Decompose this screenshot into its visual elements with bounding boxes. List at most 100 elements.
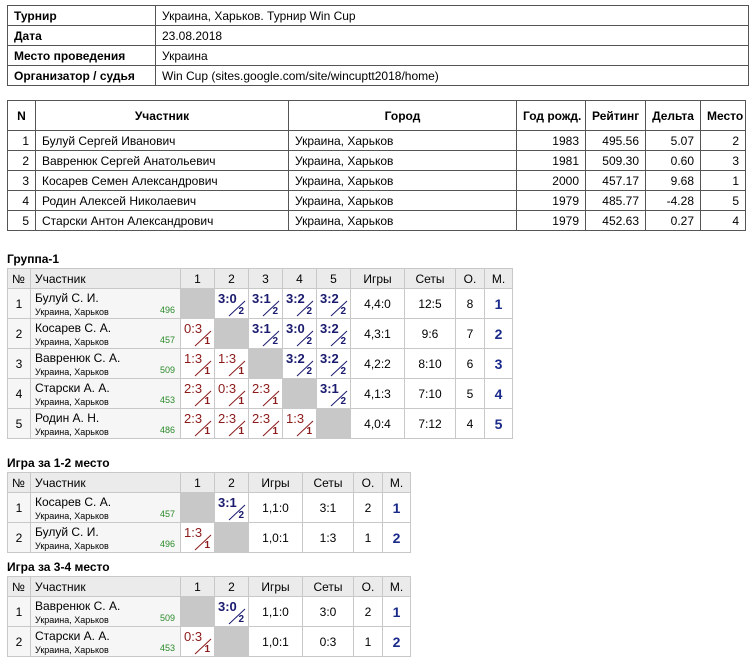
player-rating: 496 <box>159 305 175 315</box>
self-cell <box>214 318 249 349</box>
slash <box>262 420 280 437</box>
participant-cell: 495.56 <box>585 130 646 151</box>
header-cell: 4 <box>282 268 317 289</box>
result-cell: 2:3 1 <box>214 408 249 439</box>
player-number: 2 <box>7 318 31 349</box>
result-cell: 3:2 2 <box>316 288 351 319</box>
games: 4,4:0 <box>350 288 405 319</box>
participant-cell: 1983 <box>516 130 586 151</box>
result-cell: 3:0 2 <box>282 318 317 349</box>
participant-cell: 3 <box>700 150 746 171</box>
slash <box>194 330 212 347</box>
header-cell: Сеты <box>302 472 354 493</box>
header-cell: № <box>7 268 31 289</box>
participant-cell: Булуй Сергей Иванович <box>35 130 289 151</box>
score: 0:3 <box>184 629 203 644</box>
points-total: 6 <box>455 348 485 379</box>
player-city: Украина, Харьков <box>35 337 109 347</box>
header-cell: 2 <box>214 268 249 289</box>
header-cell: Дельта <box>645 100 701 131</box>
player-city: Украина, Харьков <box>35 427 109 437</box>
player-city: Украина, Харьков <box>35 307 109 317</box>
info-value: Украина, Харьков. Турнир Win Cup <box>155 5 749 26</box>
slash <box>296 330 314 347</box>
header-cell: Сеты <box>302 576 354 597</box>
header-cell: № <box>7 576 31 597</box>
participant-cell: Украина, Харьков <box>288 190 517 211</box>
header-cell: Место <box>700 100 746 131</box>
points: 1 <box>204 644 210 655</box>
slash-line <box>262 420 280 437</box>
participants-table: N Участник Город Год рожд. Рейтинг Дельта Мест… <box>7 100 746 231</box>
result-cell: 2:3 1 <box>248 378 283 409</box>
points: 1 <box>204 366 210 377</box>
participant-cell: Украина, Харьков <box>288 130 517 151</box>
place: 4 <box>484 378 513 409</box>
slash-line <box>262 390 280 407</box>
group-block: № Участник 1 2 Игры Сеты О. М. 1 Косарев С. А. Укр… <box>7 472 411 553</box>
result-cell: 2:3 1 <box>180 408 215 439</box>
sets: 12:5 <box>404 288 456 319</box>
header-row: № Участник 1 2 Игры Сеты О. М. <box>7 472 411 493</box>
place: 2 <box>382 522 411 553</box>
place: 1 <box>382 492 411 523</box>
info-value: 23.08.2018 <box>155 25 749 46</box>
player-row: 2 Старски А. А. Украина, Харьков 453 0:3 1 1,0… <box>7 626 411 657</box>
points: 1 <box>238 426 244 437</box>
header-cell: Участник <box>30 576 181 597</box>
points: 1 <box>238 366 244 377</box>
header-cell: О. <box>455 268 485 289</box>
score: 3:2 <box>320 321 339 336</box>
score: 3:2 <box>320 291 339 306</box>
slash-line <box>194 420 212 437</box>
header-cell: М. <box>382 472 411 493</box>
participant-row: 5 Старски Антон Александрович Украина, Хар… <box>7 210 746 231</box>
sets: 3:0 <box>302 596 354 627</box>
points: 2 <box>306 306 312 317</box>
participant-cell: 5 <box>7 210 36 231</box>
group-title: Игра за 3-4 место <box>7 560 110 574</box>
header-cell: 2 <box>214 576 249 597</box>
result-cell: 3:0 2 <box>214 596 249 627</box>
header-cell: Год рожд. <box>516 100 586 131</box>
points-total: 1 <box>353 522 383 553</box>
result-cell: 0:3 1 <box>180 318 215 349</box>
info-value: Win Cup (sites.google.com/site/wincuptt2… <box>155 65 749 86</box>
slash-line <box>296 420 314 437</box>
player-rating: 453 <box>159 643 175 653</box>
header-cell: О. <box>353 576 383 597</box>
player-name: Косарев С. А. <box>35 321 112 335</box>
points: 1 <box>272 396 278 407</box>
participant-cell: Косарев Семен Александрович <box>35 170 289 191</box>
header-cell: Участник <box>35 100 289 131</box>
header-cell: Сеты <box>404 268 456 289</box>
slash <box>330 300 348 317</box>
self-cell <box>282 378 317 409</box>
header-row: № Участник 1 2 3 4 5 Игры Сеты О. М. <box>7 268 513 289</box>
self-cell <box>248 348 283 379</box>
participant-row: 1 Булуй Сергей Иванович Украина, Харьков 19… <box>7 130 746 151</box>
score: 1:3 <box>218 351 237 366</box>
slash-line <box>228 360 246 377</box>
group-table: № Участник 1 2 Игры Сеты О. М. 1 Вавренюк С. А. Ук… <box>7 576 411 657</box>
participant-cell: 2000 <box>516 170 586 191</box>
score: 3:2 <box>286 351 305 366</box>
player-city: Украина, Харьков <box>35 511 109 521</box>
info-label: Дата <box>7 25 156 46</box>
points-total: 1 <box>353 626 383 657</box>
header-row: № Участник 1 2 Игры Сеты О. М. <box>7 576 411 597</box>
player-city: Украина, Харьков <box>35 645 109 655</box>
sets: 9:6 <box>404 318 456 349</box>
slash <box>228 300 246 317</box>
header-cell: Рейтинг <box>585 100 646 131</box>
header-cell: Город <box>288 100 517 131</box>
games: 4,3:1 <box>350 318 405 349</box>
participant-cell: 1 <box>7 130 36 151</box>
points-total: 4 <box>455 408 485 439</box>
player-number: 3 <box>7 348 31 379</box>
score: 2:3 <box>252 381 271 396</box>
player-rating: 486 <box>159 425 175 435</box>
player-name: Старски А. А. <box>35 381 110 395</box>
player-rating: 509 <box>159 613 175 623</box>
participant-cell: 9.68 <box>645 170 701 191</box>
